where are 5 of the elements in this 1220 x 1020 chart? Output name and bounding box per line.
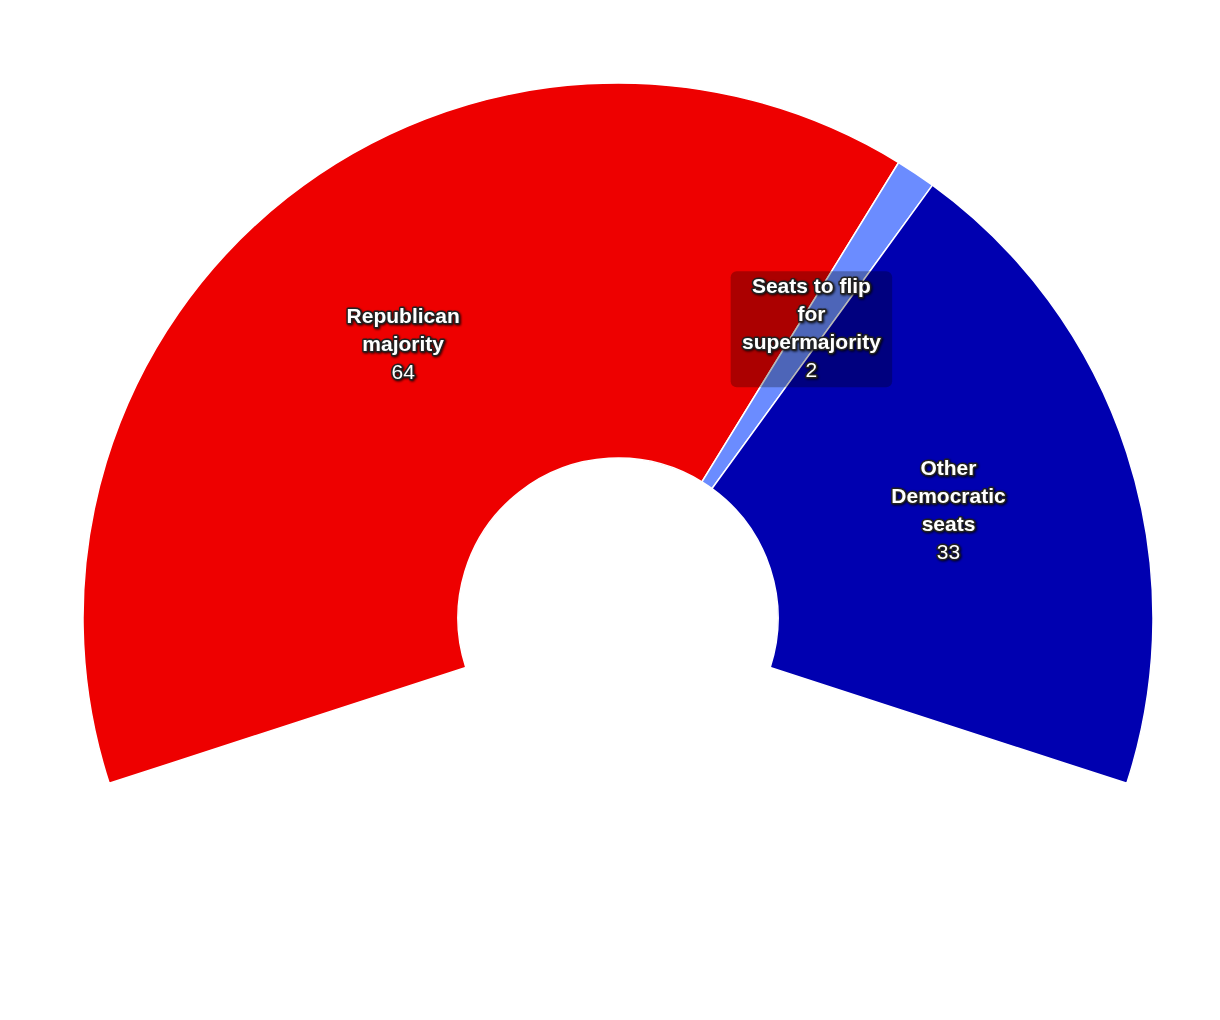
slice-label: Other Democratic seats — [891, 455, 1006, 535]
data-label: 64 — [391, 359, 416, 383]
data-label: 2 — [805, 357, 818, 381]
slice-label: Republican majority — [346, 303, 460, 355]
data-label: 33 — [936, 539, 961, 563]
